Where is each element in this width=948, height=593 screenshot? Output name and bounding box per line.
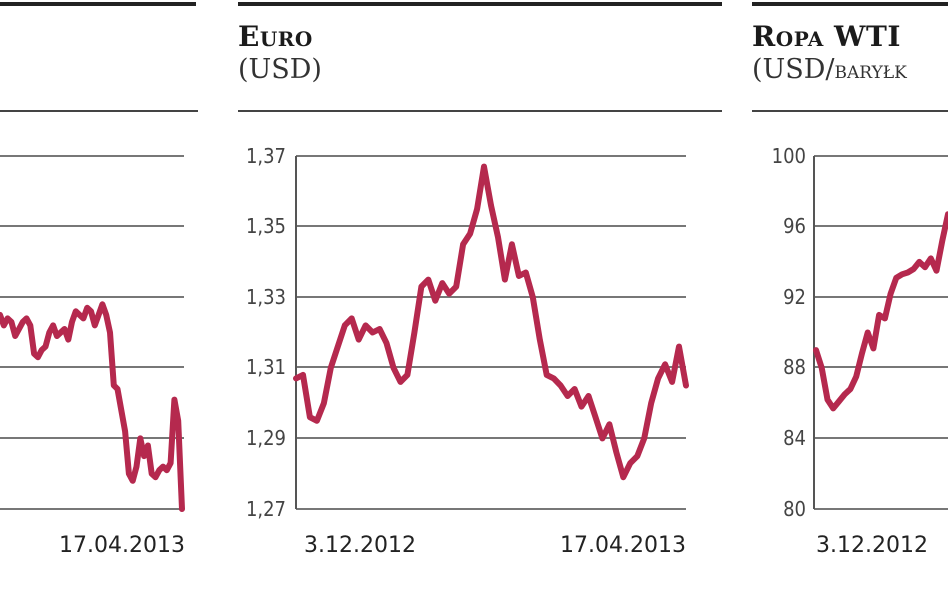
left-series-line	[0, 301, 185, 512]
euro-date-start: 3.12.2012	[304, 533, 416, 558]
euro-series-line	[293, 163, 689, 481]
top-rule-euro	[238, 2, 722, 6]
top-rule-wti	[752, 2, 948, 6]
euro-date-end: 17.04.2013	[560, 533, 686, 558]
top-rule-left	[0, 2, 196, 6]
separator-left	[0, 110, 198, 112]
wti-y-ticks: 100 96 92 88 84 80	[772, 144, 806, 521]
wti-tick-label: 88	[783, 355, 806, 379]
wti-tick-label: 100	[772, 144, 806, 168]
euro-chart: 1,37 1,35 1,33 1,31 1,29 1,27 3.12.2012 17.04…	[246, 144, 689, 558]
wti-tick-label: 84	[783, 426, 806, 450]
separator-wti	[752, 110, 948, 112]
wti-tick-label: 96	[783, 214, 806, 238]
wti-tick-label: 92	[783, 285, 806, 309]
left-chart: 17.04.2013	[0, 155, 185, 558]
euro-tick-label: 1,37	[246, 144, 286, 168]
left-gridlines	[0, 155, 184, 510]
euro-title: Euro	[238, 20, 313, 53]
wti-subtitle: (USD/baryłk	[752, 54, 907, 85]
wti-gridlines	[813, 155, 948, 510]
euro-tick-label: 1,27	[246, 497, 286, 521]
wti-title: Ropa WTI	[752, 20, 901, 53]
wti-tick-label: 80	[783, 497, 806, 521]
wti-date-start: 3.12.2012	[816, 533, 928, 558]
euro-subtitle: (USD)	[238, 54, 322, 85]
euro-y-ticks: 1,37 1,35 1,33 1,31 1,29 1,27	[246, 144, 286, 521]
wti-series-line	[813, 211, 948, 412]
euro-tick-label: 1,35	[246, 214, 286, 238]
euro-gridlines	[295, 155, 686, 510]
separator-euro	[238, 110, 722, 112]
euro-tick-label: 1,31	[246, 355, 286, 379]
wti-subtitle-main: (USD/	[752, 54, 835, 85]
wti-subtitle-unit: baryłk	[834, 56, 907, 84]
euro-tick-label: 1,29	[246, 426, 286, 450]
left-date-end: 17.04.2013	[59, 533, 185, 558]
euro-tick-label: 1,33	[246, 285, 286, 309]
